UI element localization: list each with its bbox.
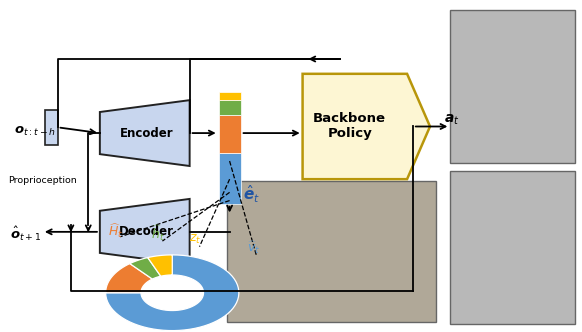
FancyBboxPatch shape — [219, 153, 240, 204]
FancyBboxPatch shape — [45, 110, 58, 145]
FancyBboxPatch shape — [219, 100, 240, 115]
Text: Backbone
Policy: Backbone Policy — [313, 113, 386, 140]
Polygon shape — [100, 199, 190, 265]
Text: Proprioception: Proprioception — [8, 176, 77, 185]
Polygon shape — [106, 255, 239, 331]
Text: Encoder: Encoder — [120, 126, 173, 139]
Text: $z_t$: $z_t$ — [189, 232, 201, 246]
Text: $\widehat{h}_t$: $\widehat{h}_t$ — [151, 224, 165, 243]
Polygon shape — [130, 258, 161, 279]
FancyBboxPatch shape — [450, 171, 575, 324]
Text: Decoder: Decoder — [119, 225, 174, 238]
FancyBboxPatch shape — [219, 92, 240, 100]
Polygon shape — [303, 74, 430, 179]
Text: $\hat{\boldsymbol{e}}_t$: $\hat{\boldsymbol{e}}_t$ — [243, 183, 260, 205]
Polygon shape — [148, 255, 172, 276]
Text: $\widehat{H}_t$: $\widehat{H}_t$ — [108, 221, 123, 239]
Polygon shape — [106, 264, 152, 293]
Text: $\boldsymbol{a}_t$: $\boldsymbol{a}_t$ — [445, 113, 460, 127]
Text: $\hat{\boldsymbol{o}}_{t+1}$: $\hat{\boldsymbol{o}}_{t+1}$ — [10, 224, 41, 243]
FancyBboxPatch shape — [228, 181, 436, 322]
FancyBboxPatch shape — [219, 115, 240, 153]
FancyBboxPatch shape — [450, 10, 575, 163]
Polygon shape — [100, 100, 190, 166]
Text: $\widehat{v}_t$: $\widehat{v}_t$ — [247, 240, 260, 256]
Text: $\boldsymbol{o}_{t:t-h}$: $\boldsymbol{o}_{t:t-h}$ — [14, 125, 56, 138]
